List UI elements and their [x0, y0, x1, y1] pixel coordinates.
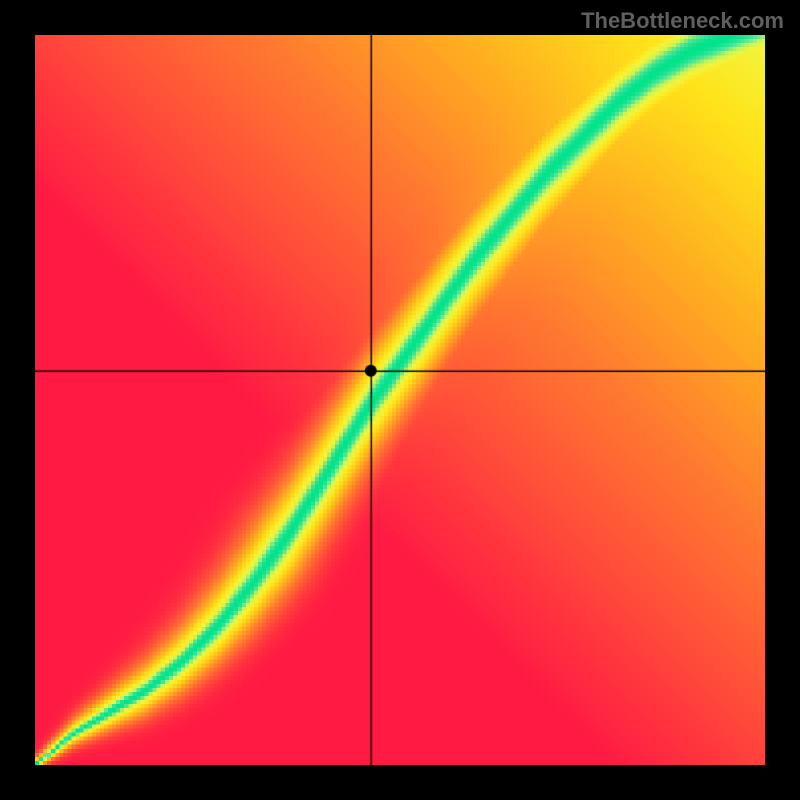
chart-container: { "watermark": { "text": "TheBottleneck.…: [0, 0, 800, 800]
bottleneck-heatmap: [35, 35, 765, 765]
watermark-text: TheBottleneck.com: [581, 8, 784, 34]
